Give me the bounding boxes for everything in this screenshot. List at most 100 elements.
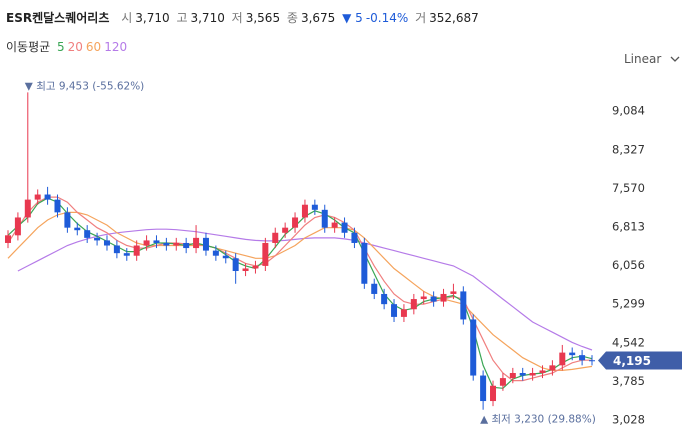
candle-body bbox=[153, 240, 160, 243]
candle-body bbox=[499, 378, 506, 386]
y-tick-label: 8,327 bbox=[612, 142, 645, 156]
candle-body bbox=[549, 365, 556, 371]
y-tick-label: 9,084 bbox=[612, 104, 645, 118]
candle-body bbox=[222, 255, 229, 259]
value: 3,710 bbox=[190, 11, 225, 25]
price-tag-label: 4,195 bbox=[613, 354, 651, 368]
ma-line bbox=[7, 211, 593, 371]
y-tick-label: 3,028 bbox=[612, 413, 645, 427]
candle-body bbox=[54, 199, 61, 213]
candle-body bbox=[331, 222, 338, 228]
max-annotation: ▼ 최고 9,453 (-55.62%) bbox=[25, 80, 145, 92]
price-header: ESR켄달스퀘어리츠 시 3,710 고 3,710 저 3,565 종 3,675 ▼… bbox=[6, 9, 482, 26]
ma-legend: 이동평균 5 20 60 120 bbox=[6, 38, 130, 55]
candle-body bbox=[5, 235, 11, 243]
ma-label: 이동평균 bbox=[6, 40, 51, 54]
candle-body bbox=[321, 209, 328, 228]
candle-body bbox=[163, 242, 170, 246]
label: 저 bbox=[231, 11, 243, 25]
min-annotation: ▲ 최저 3,230 (29.88%) bbox=[480, 414, 596, 426]
candle-body bbox=[559, 352, 566, 366]
value: 352,687 bbox=[429, 11, 479, 25]
price-tag bbox=[598, 351, 682, 370]
ma-line bbox=[7, 196, 592, 382]
candle-body bbox=[569, 352, 576, 356]
candle-body bbox=[420, 296, 427, 300]
candle-body bbox=[589, 360, 595, 362]
candle-body bbox=[480, 375, 487, 402]
candle-body bbox=[133, 245, 140, 256]
candle-body bbox=[519, 372, 526, 376]
candle-body bbox=[400, 309, 407, 317]
scale-mode[interactable]: Linear bbox=[624, 52, 662, 66]
candle-body bbox=[24, 199, 31, 218]
value: 3,565 bbox=[245, 11, 281, 25]
candle-body bbox=[470, 319, 477, 376]
candle-body bbox=[490, 385, 497, 402]
value: 3,675 bbox=[300, 11, 336, 25]
candle-body bbox=[74, 227, 81, 231]
candle-body bbox=[292, 217, 299, 228]
candle-body bbox=[361, 242, 368, 284]
candle-body bbox=[450, 291, 457, 294]
candle-body bbox=[123, 253, 130, 256]
stock-name: ESR켄달스퀘어리츠 bbox=[6, 11, 110, 25]
label: 종 bbox=[286, 11, 298, 25]
candle-body bbox=[539, 370, 546, 373]
candle-body bbox=[44, 194, 51, 200]
candle-body bbox=[103, 240, 110, 246]
candle-body bbox=[34, 194, 41, 200]
label: 고 bbox=[176, 11, 188, 25]
candle-body bbox=[509, 372, 516, 379]
label: 시 bbox=[121, 11, 133, 25]
candle-body bbox=[529, 372, 536, 376]
value: 3,710 bbox=[135, 11, 170, 25]
candle-body bbox=[301, 204, 308, 218]
candle-body bbox=[272, 232, 279, 243]
change-pct: -0.14% bbox=[365, 11, 409, 25]
candle-body bbox=[14, 217, 21, 236]
candle-body bbox=[84, 230, 91, 238]
candle-body bbox=[173, 242, 180, 246]
candle-body bbox=[311, 204, 318, 210]
change: ▼ 5 bbox=[342, 11, 363, 25]
candle-body bbox=[212, 250, 219, 256]
label: 거 bbox=[415, 11, 427, 25]
legend-entry: 5 bbox=[57, 40, 65, 54]
y-tick-label: 3,785 bbox=[612, 374, 645, 388]
y-tick-label: 5,299 bbox=[612, 297, 645, 311]
candle-body bbox=[193, 237, 200, 249]
candle-body bbox=[391, 304, 398, 317]
legend-entry: 20 bbox=[67, 40, 83, 54]
ma-line bbox=[17, 228, 593, 351]
candle-body bbox=[460, 291, 467, 320]
candle-body bbox=[262, 242, 269, 266]
scale-dropdown[interactable]: Linear bbox=[624, 52, 680, 66]
legend-entry: 120 bbox=[104, 40, 128, 54]
candle-body bbox=[341, 222, 348, 233]
candle-body bbox=[410, 299, 417, 310]
candle-body bbox=[202, 237, 209, 251]
candle-body bbox=[242, 268, 249, 272]
candle-body bbox=[183, 242, 190, 249]
candle-body bbox=[252, 265, 259, 269]
candle-body bbox=[381, 293, 388, 305]
candle-body bbox=[143, 240, 150, 246]
legend-entry: 60 bbox=[85, 40, 102, 54]
y-tick-label: 7,570 bbox=[612, 181, 645, 195]
candle-body bbox=[351, 232, 358, 243]
candle-body bbox=[232, 258, 239, 272]
candle-body bbox=[430, 296, 437, 302]
y-tick-label: 6,056 bbox=[612, 258, 645, 272]
candle-body bbox=[113, 245, 120, 254]
chevron bbox=[670, 56, 680, 62]
candle-body bbox=[371, 283, 378, 294]
candle-body bbox=[440, 293, 447, 302]
candle-body bbox=[94, 237, 101, 241]
y-tick-label: 6,813 bbox=[612, 220, 645, 234]
candle-body bbox=[64, 212, 71, 228]
candle-body bbox=[282, 227, 289, 233]
candle-body bbox=[579, 355, 586, 361]
